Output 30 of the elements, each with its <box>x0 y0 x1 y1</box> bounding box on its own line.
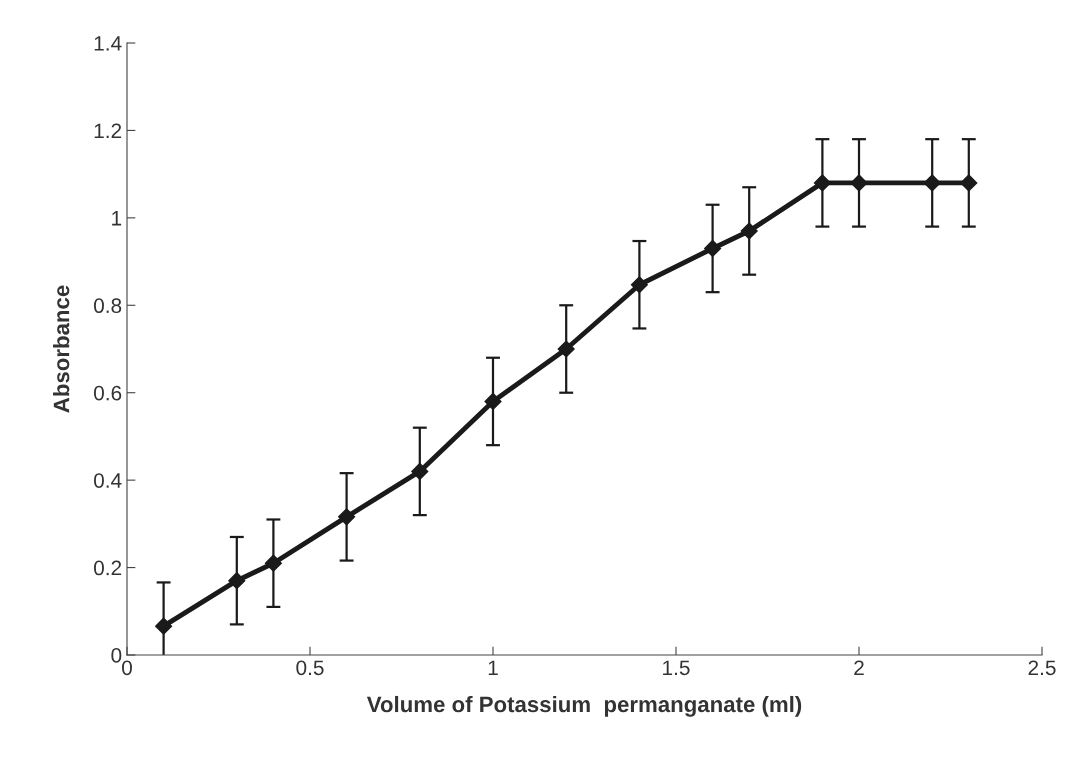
point <box>923 174 941 192</box>
point <box>338 508 356 526</box>
point <box>850 174 868 192</box>
point <box>813 174 831 192</box>
y-tick-label: 0.2 <box>93 560 122 576</box>
y-axis-title: Absorbance <box>53 285 70 413</box>
y-tick-label: 0.6 <box>93 385 122 401</box>
y-tick-label: 0.8 <box>93 298 122 314</box>
y-tick-label: 0 <box>111 648 122 663</box>
point <box>155 617 173 635</box>
x-tick-label: 2.5 <box>1028 660 1056 676</box>
point <box>557 340 575 358</box>
point <box>484 392 502 411</box>
point <box>740 222 758 240</box>
x-tick-label: 2 <box>854 660 864 675</box>
point <box>704 239 722 258</box>
point <box>630 276 648 294</box>
y-tick-label: 1 <box>112 211 122 226</box>
x-tick-label: 0.5 <box>296 660 324 676</box>
point <box>411 462 429 480</box>
point <box>264 554 282 572</box>
point <box>960 174 978 192</box>
point <box>228 572 246 590</box>
x-tick-label: 1.5 <box>663 660 690 676</box>
x-tick-label: 1 <box>488 660 498 675</box>
y-tick-label: 1.4 <box>94 36 122 51</box>
y-tick-label: 1.2 <box>94 123 122 138</box>
y-tick-label: 0.4 <box>93 473 122 488</box>
x-axis-title: Volume of Potassium permanganate (ml) <box>366 695 802 717</box>
x-tick-label: 0 <box>122 660 132 676</box>
